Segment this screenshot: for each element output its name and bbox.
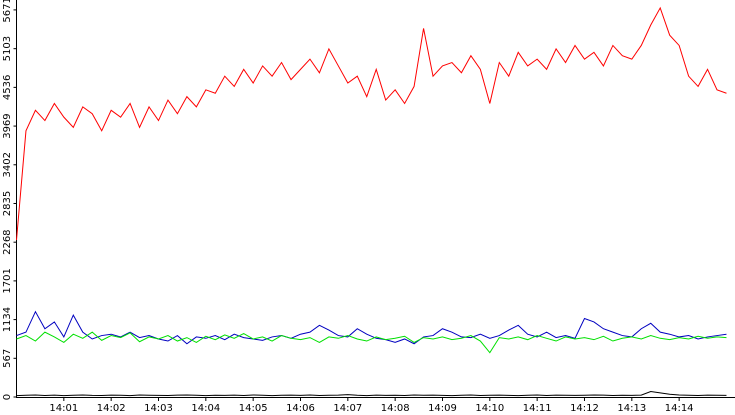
x-tick-label: 14:07	[333, 403, 362, 414]
y-tick-label: 2268	[2, 229, 13, 254]
y-tick-label: 5103	[2, 36, 13, 61]
x-tick-label: 14:06	[286, 403, 315, 414]
y-tick-label: 2835	[2, 191, 13, 216]
x-tick-label: 14:10	[475, 403, 504, 414]
y-tick-label: 567	[2, 349, 13, 368]
y-tick-label: 5671	[2, 0, 13, 23]
x-tick-label: 14:04	[191, 403, 220, 414]
x-tick-label: 14:09	[428, 403, 457, 414]
x-tick-label: 14:02	[97, 403, 126, 414]
series-line	[16, 6, 727, 241]
x-tick-label: 14:03	[144, 403, 173, 414]
y-tick-label: 3969	[2, 113, 13, 138]
series-line	[16, 391, 727, 397]
x-tick-label: 14:14	[665, 403, 694, 414]
x-tick-label: 14:05	[239, 403, 268, 414]
y-tick-label: 1134	[2, 307, 13, 332]
y-tick-label: 4536	[2, 75, 13, 100]
series-line	[16, 310, 727, 345]
x-tick-label: 14:13	[617, 403, 646, 414]
y-tick-label: 0	[2, 394, 13, 400]
y-tick-label: 3402	[2, 152, 13, 177]
x-tick-label: 14:11	[523, 403, 552, 414]
x-tick-label: 14:08	[381, 403, 410, 414]
y-tick-label: 1701	[2, 268, 13, 293]
x-tick-label: 14:12	[570, 403, 599, 414]
series-line	[16, 331, 727, 354]
x-tick-label: 14:01	[49, 403, 78, 414]
